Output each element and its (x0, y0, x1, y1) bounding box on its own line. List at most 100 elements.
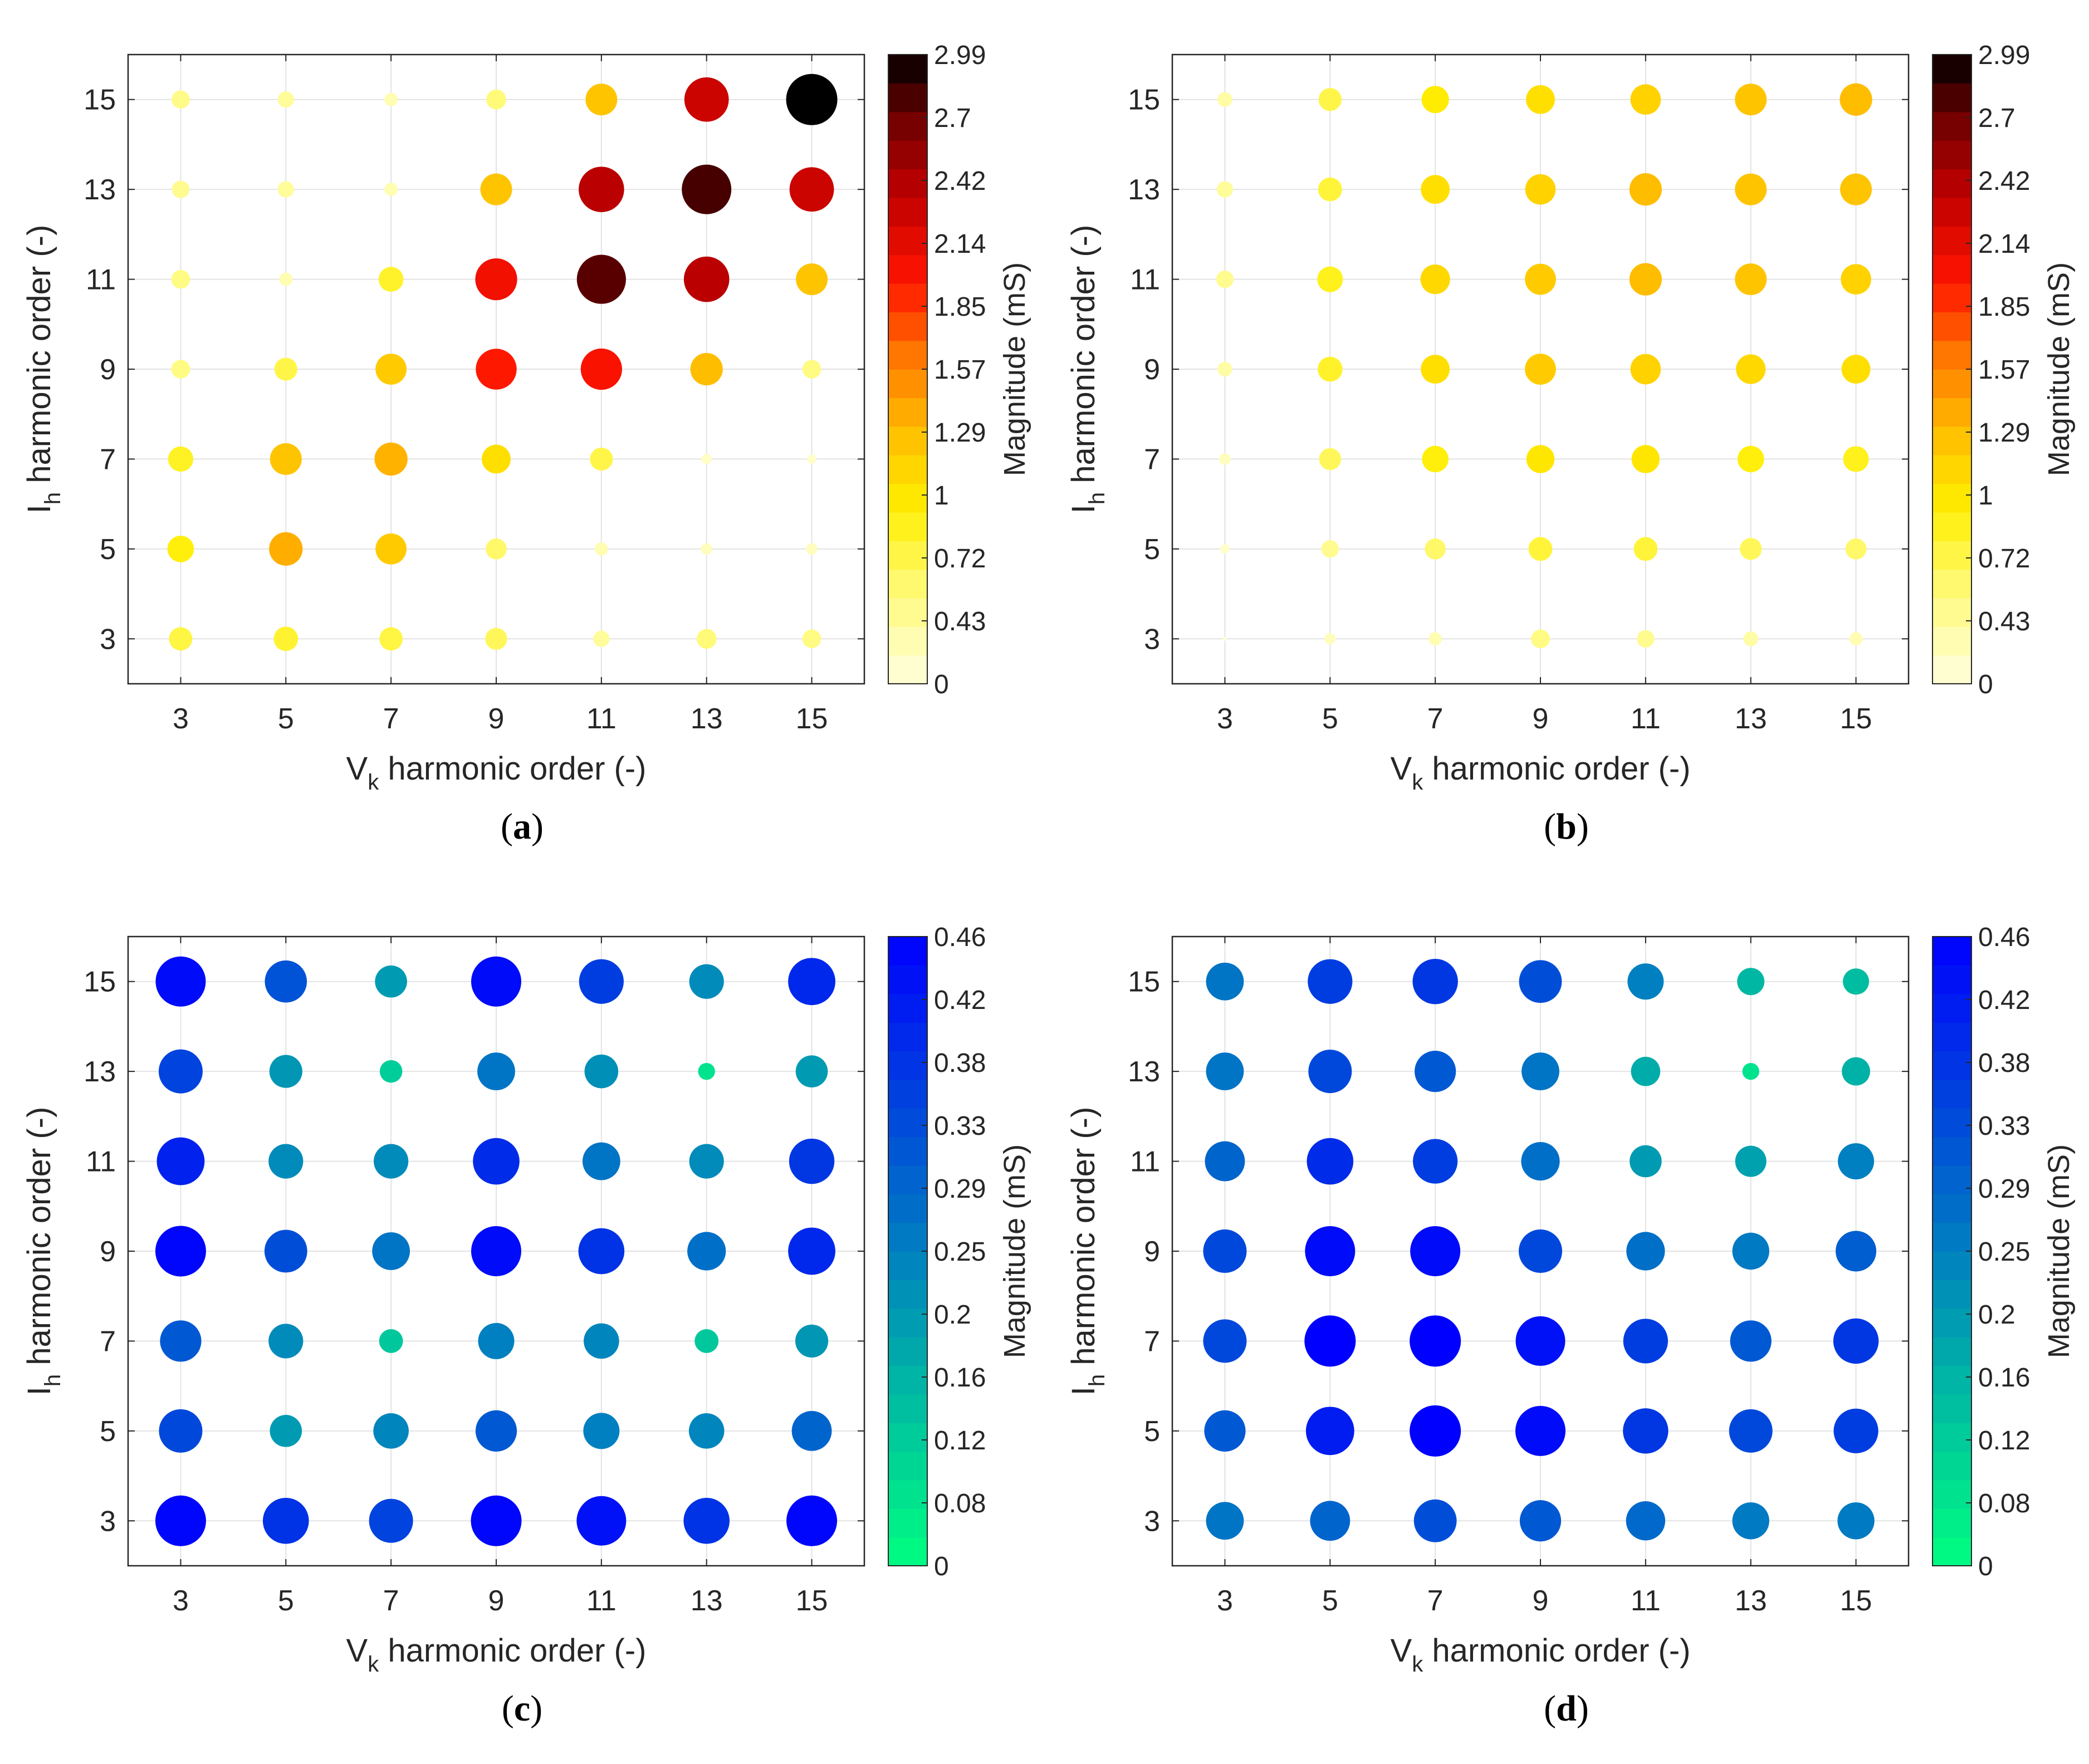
bubble-point (594, 542, 608, 556)
x-tick-label: 11 (586, 703, 617, 735)
bubble-point (1410, 1226, 1461, 1276)
bubble-point (372, 1232, 410, 1270)
colorbar-segment (888, 455, 927, 484)
x-tick-label: 7 (383, 1585, 399, 1617)
colorbar-segment (888, 1479, 927, 1509)
bubble-point (1413, 1139, 1458, 1184)
bubble-point (802, 629, 821, 649)
colorbar-tick-label: 0.43 (1978, 607, 2030, 636)
bubble-point (701, 454, 712, 464)
colorbar-tick-label: 0.25 (934, 1237, 986, 1267)
bubble-point (1743, 631, 1759, 646)
panel-c: 3 5 7 9 11 13 15 3 5 7 9 11 13 15 Vk harmonic order (-… (0, 882, 1044, 1764)
colorbar-segment (1933, 1108, 1971, 1138)
colorbar-tick-label: 0.12 (934, 1426, 986, 1456)
colorbar-tick-label: 0 (1978, 1552, 1993, 1581)
colorbar-segment (1933, 541, 1971, 570)
bubble-point (584, 1054, 619, 1089)
bubble-point (802, 360, 821, 379)
colorbar-label: Magnitude (mS) (998, 1144, 1031, 1358)
bubble-point (1836, 1231, 1877, 1272)
y-tick-label: 13 (84, 174, 116, 206)
bubble-point (486, 538, 507, 560)
colorbar-segment (1933, 1165, 1971, 1194)
colorbar-tick-label: 0.29 (1978, 1174, 2030, 1204)
colorbar-segment (1933, 1022, 1971, 1052)
colorbar-segment (1933, 993, 1971, 1023)
bubble-point (590, 447, 613, 471)
x-tick-label: 7 (1427, 1585, 1444, 1617)
colorbar-segment (1933, 226, 1971, 256)
colorbar-segment (888, 283, 927, 312)
x-tick-label: 9 (1533, 703, 1549, 735)
bubble-point (475, 258, 517, 301)
colorbar-segment (1933, 312, 1971, 341)
bubble-point (475, 1410, 517, 1452)
bubble-point (1216, 181, 1234, 198)
bubble-point (169, 627, 193, 651)
bubble-point (1324, 633, 1336, 645)
bubble-point (1308, 959, 1353, 1004)
bubble-point (1421, 86, 1449, 114)
bubble-point (155, 1226, 206, 1277)
colorbar-segment (1933, 83, 1971, 112)
bubble-point (583, 1413, 620, 1449)
bubble-point (1428, 632, 1442, 646)
bubble-point (1735, 173, 1767, 205)
bubble-point (155, 956, 206, 1007)
bubble-point (1737, 968, 1765, 996)
x-tick-label: 15 (1840, 703, 1872, 735)
bubble-point (690, 352, 723, 386)
x-tick-label: 3 (1217, 1585, 1233, 1617)
bubble-point (1735, 84, 1767, 116)
colorbar-segment (1933, 1479, 1971, 1509)
colorbar-segment (888, 626, 927, 656)
colorbar-segment (1933, 597, 1971, 627)
bubble-point (160, 1320, 202, 1362)
colorbar-segment (888, 1365, 927, 1395)
colorbar-segment (1933, 340, 1971, 370)
bubble-point (1317, 266, 1343, 292)
y-tick-label: 11 (1130, 1146, 1160, 1178)
bubble-point (576, 254, 626, 304)
colorbar-tick-label: 1.29 (934, 418, 986, 448)
bubble-point (1629, 173, 1662, 206)
y-tick-label: 9 (100, 354, 116, 386)
x-tick-label: 7 (383, 703, 399, 735)
bubble-point (1410, 1315, 1461, 1367)
bubble-point (1841, 355, 1871, 384)
colorbar-segment (1933, 1079, 1971, 1109)
panel-b: 3 5 7 9 11 13 15 3 5 7 9 11 13 15 Vk harmonic order (-… (1044, 0, 2088, 882)
colorbar-tick-label: 1.85 (934, 292, 986, 322)
colorbar-segment (888, 965, 927, 994)
bubble-point (795, 1055, 828, 1087)
colorbar-segment (1933, 1337, 1971, 1366)
x-tick-label: 11 (1631, 703, 1661, 735)
colorbar-segment (1933, 1365, 1971, 1395)
y-axis-label: Ih harmonic order (-) (1065, 225, 1109, 514)
bubble-point (1845, 538, 1867, 560)
bubble-point (688, 1413, 725, 1449)
colorbar-segment (1933, 512, 1971, 541)
bubble-point (1318, 88, 1342, 111)
bubble-point (580, 348, 622, 390)
bubble-point (471, 1495, 522, 1546)
bubble-point (1519, 960, 1562, 1003)
bubble-point (268, 1144, 304, 1179)
bubble-point (378, 267, 404, 292)
x-axis-label: Vk harmonic order (-) (346, 751, 647, 795)
colorbar-segment (1933, 111, 1971, 141)
colorbar-segment (1933, 455, 1971, 484)
bubble-point (788, 958, 835, 1006)
bubble-point (1735, 263, 1767, 296)
colorbar-segment (1933, 626, 1971, 656)
bubble-point (1204, 1410, 1246, 1452)
colorbar-segment (888, 541, 927, 570)
bubble-point (1630, 84, 1661, 115)
x-tick-label: 3 (1217, 703, 1233, 735)
bubble-point (159, 1409, 203, 1453)
colorbar-tick-label: 0.33 (934, 1111, 986, 1141)
bubble-point (374, 442, 408, 476)
x-tick-label: 3 (173, 703, 189, 735)
y-tick-label: 3 (1144, 1505, 1160, 1537)
